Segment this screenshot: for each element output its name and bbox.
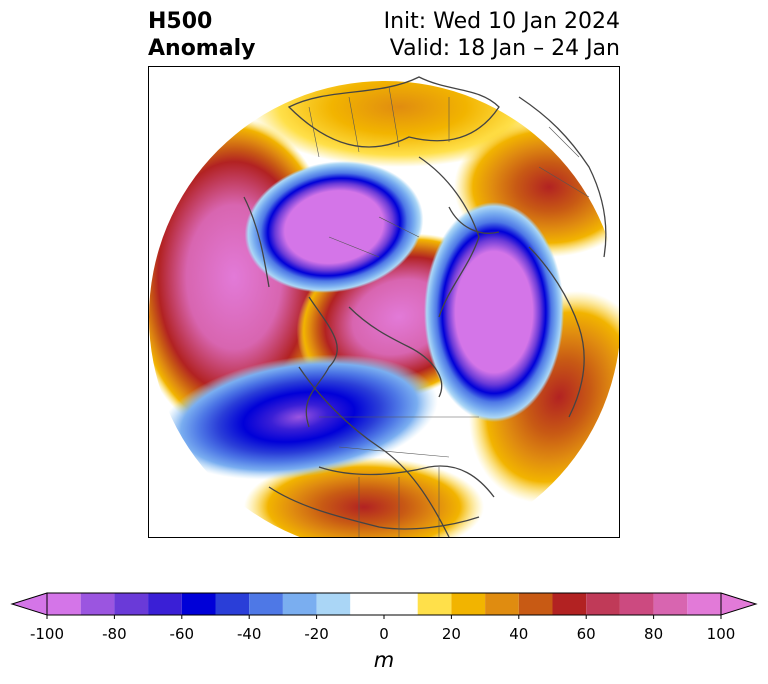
title-left: H500 Anomaly	[148, 8, 255, 62]
colorbar-tick-label: -60	[169, 625, 195, 643]
colorbar-segment	[586, 593, 620, 615]
colorbar-segment	[80, 593, 115, 615]
title-type: Anomaly	[148, 36, 256, 61]
valid-time: Valid: 18 Jan – 24 Jan	[389, 36, 620, 61]
colorbar-tick-label: -40	[236, 625, 262, 643]
init-time: Init: Wed 10 Jan 2024	[383, 9, 620, 34]
colorbar-segment	[350, 593, 418, 615]
colorbar-segment	[552, 593, 587, 615]
colorbar	[10, 592, 758, 619]
colorbar-tick-label: 0	[379, 625, 389, 643]
negative-anomaly-europe	[244, 161, 424, 293]
colorbar-segment	[249, 593, 283, 615]
colorbar-tick-label: 80	[644, 625, 664, 643]
anomaly-field	[149, 81, 619, 537]
title-variable: H500	[148, 9, 213, 34]
colorbar-tick-label: 40	[509, 625, 529, 643]
colorbar-tick-label: 100	[706, 625, 736, 643]
colorbar-segment	[215, 593, 250, 615]
colorbar-segment	[181, 593, 216, 615]
title-right: Init: Wed 10 Jan 2024 Valid: 18 Jan – 24…	[384, 8, 620, 62]
positive-anomaly-arctic	[249, 81, 549, 167]
colorbar-segment	[687, 593, 721, 615]
colorbar-tick-label: 60	[576, 625, 596, 643]
colorbar-tick-label: 20	[441, 625, 461, 643]
country-borders	[308, 86, 590, 537]
colorbar-segment	[148, 593, 182, 615]
colorbar-tick-label: -20	[304, 625, 329, 643]
negative-anomaly-atlantic	[160, 354, 438, 480]
colorbar-segment	[653, 593, 688, 615]
coastlines	[243, 76, 607, 537]
colorbar-segment	[114, 593, 149, 615]
colorbar-segment	[485, 593, 519, 615]
colorbar-segment	[518, 593, 553, 615]
colorbar-segment	[451, 593, 486, 615]
colorbar-segment	[417, 593, 452, 615]
colorbar-extend-min	[10, 592, 48, 616]
colorbar-segment	[282, 593, 317, 615]
positive-anomaly-us	[244, 457, 484, 537]
colorbar-segment	[47, 593, 81, 615]
colorbar-tick-label: -80	[102, 625, 127, 643]
anomaly-map	[149, 76, 619, 537]
colorbar-tick-label: -100	[29, 625, 65, 643]
negative-anomaly-asia	[424, 202, 564, 422]
map-panel	[148, 66, 620, 538]
colorbar-extend-max	[720, 592, 758, 616]
colorbar-unit: m	[373, 648, 395, 672]
colorbar-segment	[316, 593, 351, 615]
colorbar-segment	[619, 593, 654, 615]
